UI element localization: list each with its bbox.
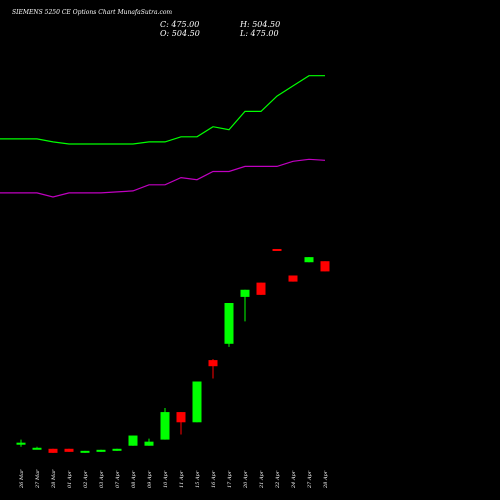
candle [64, 448, 74, 452]
candle-body [288, 275, 298, 282]
candle [144, 438, 154, 446]
candle [320, 261, 330, 272]
low-value: L: 475.00 [240, 29, 279, 38]
candle-body [160, 412, 170, 440]
candle [48, 448, 58, 453]
x-tick-label: 27 Mar [35, 469, 41, 489]
candle-body [64, 448, 74, 452]
candle [112, 448, 122, 451]
x-tick-label: 02 Apr [83, 470, 89, 488]
candle [96, 449, 106, 452]
candle-body [128, 435, 138, 446]
candle-body [96, 449, 106, 452]
x-tick-label: 20 Apr [243, 470, 249, 489]
candle [80, 450, 90, 453]
x-tick-label: 15 Apr [195, 470, 201, 488]
candle [160, 408, 170, 440]
x-tick-label: 24 Apr [291, 470, 297, 489]
x-tick-label: 27 Apr [307, 470, 313, 489]
candle [240, 289, 250, 322]
x-tick-label: 17 Apr [227, 470, 233, 488]
candle [32, 446, 42, 450]
x-tick-label: 22 Apr [275, 470, 281, 489]
x-axis-ticks: 26 Mar 27 Mar 28 Mar 01 Apr 02 Apr 03 Apr 07 A… [19, 469, 329, 489]
candle [304, 257, 314, 263]
candle-body [176, 412, 186, 423]
candle-body [208, 360, 218, 367]
x-tick-label: 03 Apr [99, 470, 105, 488]
chart-title: SIEMENS 5250 CE Options Chart MunafaSutr… [12, 9, 173, 16]
candle-body [272, 248, 282, 251]
x-tick-label: 10 Apr [163, 470, 169, 488]
candle [208, 359, 218, 379]
candle [16, 439, 26, 447]
candle-body [320, 261, 330, 272]
band-lines [0, 75, 326, 198]
candle [128, 435, 138, 446]
x-tick-label: 11 Apr [179, 470, 185, 488]
candle [176, 412, 186, 435]
candle-body [112, 448, 122, 451]
candle-body [192, 381, 202, 423]
close-value: C: 475.00 [160, 20, 200, 29]
lower-band-line [0, 158, 326, 198]
candle-body [240, 289, 250, 297]
candle [272, 248, 282, 251]
candle [192, 381, 202, 423]
x-tick-label: 07 Apr [115, 470, 121, 488]
candle-body [48, 448, 58, 453]
x-tick-label: 16 Apr [211, 470, 217, 488]
x-tick-label: 26 Mar [19, 469, 25, 489]
x-tick-label: 21 Apr [259, 470, 265, 489]
upper-band-line [0, 75, 325, 145]
candles [16, 248, 330, 453]
x-tick-label: 01 Apr [67, 470, 73, 488]
candle-body [224, 303, 234, 344]
candle-body [80, 450, 90, 453]
open-value: O: 504.50 [160, 29, 200, 38]
candle [256, 282, 266, 295]
x-tick-label: 28 Mar [51, 469, 57, 489]
candle-body [256, 282, 266, 295]
candle-body [32, 447, 42, 450]
high-value: H: 504.50 [240, 20, 281, 29]
x-tick-label: 09 Apr [147, 470, 153, 488]
candle [288, 275, 298, 282]
x-tick-label: 28 Apr [323, 470, 329, 489]
candle-body [16, 442, 26, 445]
candle [224, 303, 234, 347]
candle-body [304, 257, 314, 263]
candle-body [144, 441, 154, 446]
x-tick-label: 08 Apr [131, 470, 137, 488]
